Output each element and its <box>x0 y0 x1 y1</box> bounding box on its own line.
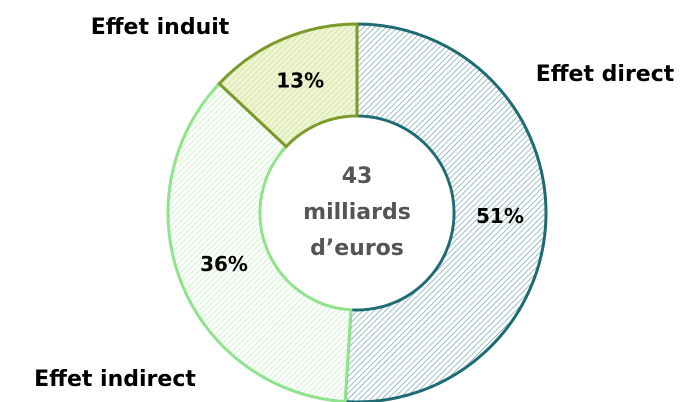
value-label: 51% <box>476 204 524 228</box>
donut-hole <box>261 117 453 309</box>
donut-slice <box>166 81 353 402</box>
center-label: 43 <box>342 164 373 189</box>
value-label: 13% <box>276 68 324 92</box>
value-label: 36% <box>200 252 248 276</box>
center-label: milliards <box>303 200 411 225</box>
category-label: Effet indirect <box>34 367 196 392</box>
category-label: Effet induit <box>91 15 230 40</box>
category-label: Effet direct <box>536 62 675 87</box>
center-label: d’euros <box>310 236 404 261</box>
donut-slice <box>343 22 548 402</box>
donut-slice <box>217 22 359 149</box>
